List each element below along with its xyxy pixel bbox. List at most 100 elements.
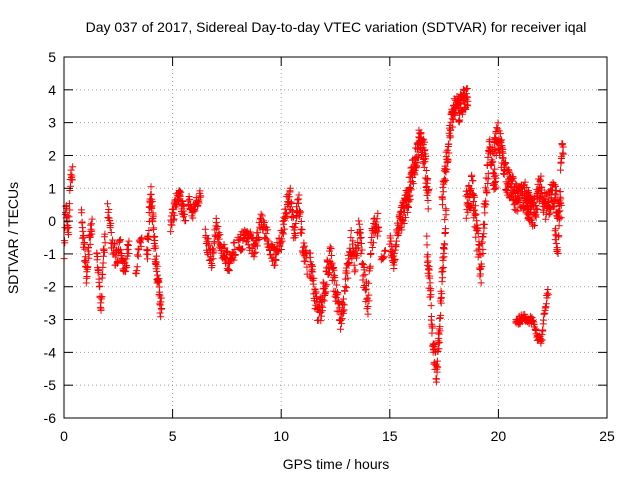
data-point <box>302 246 310 254</box>
data-point <box>540 310 548 318</box>
data-point <box>441 216 449 224</box>
data-point <box>369 239 377 247</box>
data-point <box>477 279 485 287</box>
data-point <box>253 242 261 250</box>
data-point <box>473 217 481 225</box>
data-point <box>361 281 369 289</box>
data-point <box>251 249 259 257</box>
data-point <box>105 206 113 214</box>
data-point <box>216 231 224 239</box>
data-point <box>220 240 228 248</box>
data-point <box>279 230 287 238</box>
chart-title: Day 037 of 2017, Sidereal Day-to-day VTE… <box>86 19 587 35</box>
data-point <box>189 214 197 222</box>
data-point <box>153 262 161 270</box>
data-point <box>350 261 358 269</box>
data-point <box>390 261 398 269</box>
data-point <box>348 252 356 260</box>
y-axis-label: SDTVAR / TECUs <box>5 182 21 294</box>
data-point <box>332 294 340 302</box>
data-point <box>333 281 341 289</box>
data-point <box>435 345 443 353</box>
data-point <box>343 269 351 277</box>
data-point <box>153 267 161 275</box>
data-point <box>491 185 499 193</box>
data-point <box>557 214 565 222</box>
data-point <box>439 188 447 196</box>
data-point <box>303 263 311 271</box>
data-point <box>503 187 511 195</box>
data-point <box>116 236 124 244</box>
data-point <box>402 214 410 222</box>
data-point <box>204 235 212 243</box>
y-tick-label: 0 <box>48 213 56 229</box>
data-point <box>486 136 494 144</box>
data-point <box>435 338 443 346</box>
data-point <box>439 195 447 203</box>
data-point <box>398 226 406 234</box>
data-point <box>339 300 347 308</box>
data-point <box>552 239 560 247</box>
data-point <box>254 229 262 237</box>
data-point <box>169 216 177 224</box>
data-point <box>287 199 295 207</box>
data-point <box>550 202 558 210</box>
data-point <box>442 206 450 214</box>
data-point <box>133 267 141 275</box>
data-point <box>297 208 305 216</box>
y-tick-label: 1 <box>48 180 56 196</box>
data-point <box>442 225 450 233</box>
data-point <box>149 213 157 221</box>
data-point <box>463 199 471 207</box>
data-point <box>364 303 372 311</box>
x-tick-label: 15 <box>382 428 398 444</box>
data-point <box>555 213 563 221</box>
data-point <box>319 303 327 311</box>
data-point <box>225 267 233 275</box>
data-point <box>125 249 133 257</box>
data-point <box>375 227 383 235</box>
data-point <box>480 224 488 232</box>
data-point <box>524 189 532 197</box>
axes <box>63 56 608 419</box>
data-point <box>354 244 362 252</box>
data-point <box>306 249 314 257</box>
data-point <box>84 263 92 271</box>
data-point <box>144 247 152 255</box>
data-point <box>134 252 142 260</box>
data-point <box>145 227 153 235</box>
data-point <box>437 311 445 319</box>
data-point <box>472 210 480 218</box>
data-point <box>413 158 421 166</box>
data-point <box>104 200 112 208</box>
data-point <box>66 206 74 214</box>
data-point <box>291 231 299 239</box>
data-point <box>82 259 90 267</box>
data-point <box>85 251 93 259</box>
x-tick-label: 5 <box>169 428 177 444</box>
data-point <box>436 315 444 323</box>
data-point <box>336 325 344 333</box>
data-point <box>197 192 205 200</box>
data-point <box>225 265 233 273</box>
plot-frame <box>63 56 608 419</box>
data-point <box>147 183 155 191</box>
data-point <box>309 268 317 276</box>
data-point <box>526 195 534 203</box>
y-tick-label: 5 <box>48 49 56 65</box>
data-point <box>286 184 294 192</box>
data-point <box>317 317 325 325</box>
data-point <box>108 236 116 244</box>
data-point <box>255 235 263 243</box>
data-point <box>196 187 204 195</box>
data-point <box>63 218 71 226</box>
data-point <box>310 274 318 282</box>
data-point <box>322 288 330 296</box>
data-point <box>555 222 563 230</box>
y-tick-label: -1 <box>44 246 57 262</box>
data-point <box>555 232 563 240</box>
data-point <box>466 203 474 211</box>
data-point <box>438 274 446 282</box>
data-point <box>83 272 91 280</box>
data-point <box>357 233 365 241</box>
